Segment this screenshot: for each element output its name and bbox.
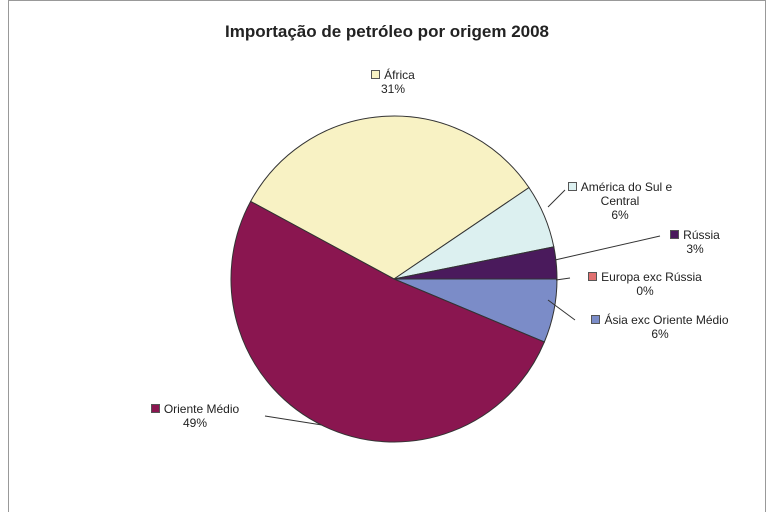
legend-swatch — [567, 182, 577, 191]
leader-line — [554, 235, 661, 261]
leader-line — [555, 277, 571, 281]
legend-swatch — [371, 70, 381, 79]
pie-slice — [249, 115, 530, 280]
label-name: América do Sul e Central — [580, 180, 673, 208]
label-name: Europa exc Rússia — [601, 270, 702, 284]
data-label: Europa exc Rússia 0% — [565, 270, 725, 298]
leaders — [264, 189, 661, 426]
legend-swatch — [588, 272, 598, 281]
legend-swatch — [150, 404, 160, 413]
leader-line — [547, 299, 576, 321]
pie-slice — [230, 200, 545, 443]
data-label: América do Sul e Central 6% — [565, 180, 675, 222]
label-name: Oriente Médio — [163, 402, 240, 416]
label-name: África — [384, 68, 415, 82]
label-value: 31% — [380, 82, 406, 96]
slices — [230, 115, 558, 443]
label-value: 6% — [651, 327, 669, 341]
label-value: 3% — [686, 242, 704, 256]
legend-swatch — [591, 315, 601, 324]
data-label: Oriente Médio 49% — [120, 402, 270, 430]
leader-line — [547, 189, 566, 208]
data-label: África 31% — [333, 68, 453, 96]
label-value: 49% — [182, 416, 208, 430]
data-label: Rússia 3% — [655, 228, 735, 256]
label-name: Rússia — [683, 228, 720, 242]
chart-title: Importação de petróleo por origem 2008 — [224, 22, 550, 41]
leader-line — [264, 415, 323, 426]
legend-swatch — [670, 230, 680, 239]
data-label: Ásia exc Oriente Médio 6% — [565, 313, 755, 341]
label-value: 0% — [636, 284, 654, 298]
label-name: Ásia exc Oriente Médio — [604, 313, 729, 327]
label-value: 6% — [611, 208, 629, 222]
